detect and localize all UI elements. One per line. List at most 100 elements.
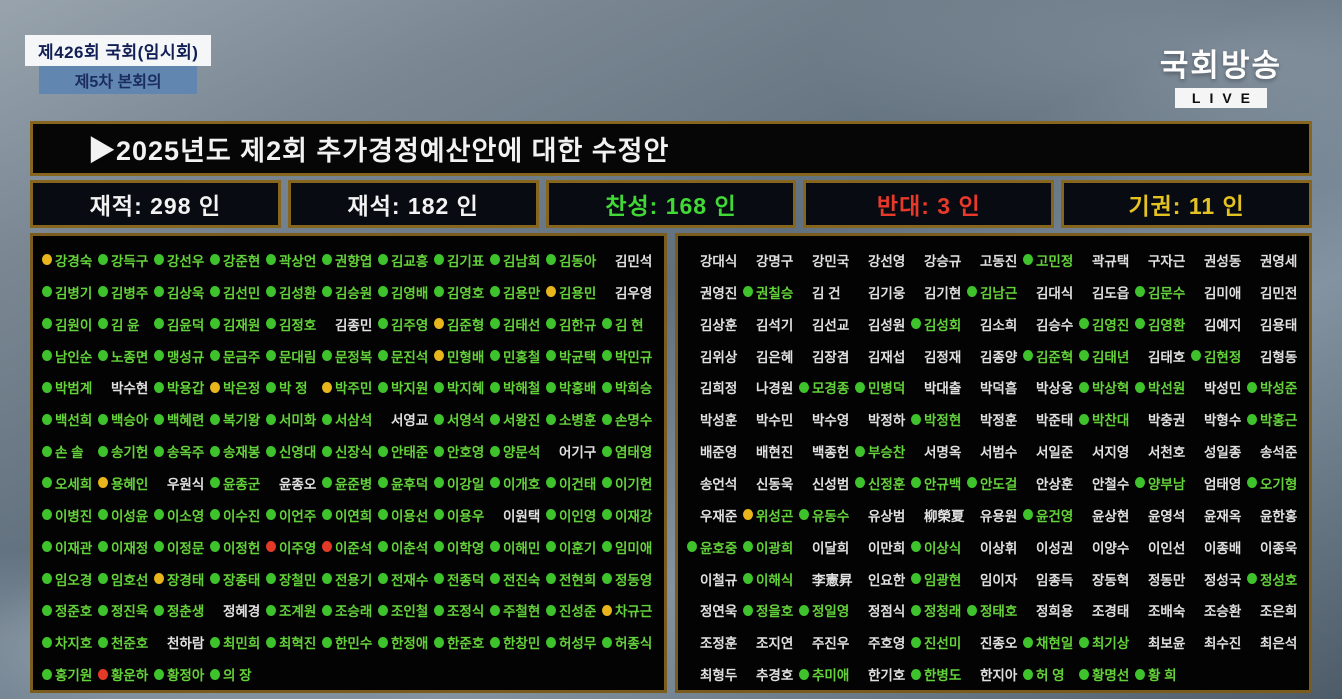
member-vote-cell: 김문수 [1135,282,1191,302]
member-vote-cell: 정춘생 [154,600,210,620]
member-vote-cell: 최기상 [1079,632,1135,652]
vote-dot-yes [1079,413,1089,425]
member-vote-cell: 정일영 [799,600,855,620]
member-name: 김민전 [1260,285,1298,301]
member-name: 박정하 [868,413,906,429]
member-vote-cell: 김원이 [42,314,98,334]
vote-dot-yes [967,477,977,489]
member-name: 강대식 [700,253,738,269]
member-vote-cell: 윤상현 [1079,505,1135,525]
member-name: 박범계 [55,381,93,397]
vote-dot-yes [378,636,388,648]
member-vote-cell: 김준혁 [1023,346,1079,366]
member-vote-cell: 이종배 [1191,537,1247,557]
member-row: 김희정 나경원 모경종 민병덕 박대출 박덕흠 박상웅 박상혁 박선원 박성민 박성준 [687,371,1303,403]
member-name: 유상범 [868,508,906,524]
vote-dot-yes [98,286,108,298]
member-vote-cell: 김선교 [799,314,855,334]
member-name: 문금주 [223,349,261,365]
vote-dot-yes [799,509,809,521]
member-name: 조승래 [335,604,373,620]
member-vote-cell: 최보윤 [1135,632,1191,652]
member-vote-cell: 정태호 [967,600,1023,620]
member-name: 박선원 [1148,381,1186,397]
member-name: 박용갑 [167,381,205,397]
member-name: 박지원 [391,381,429,397]
member-row: 홍기원 황운하 황정아 의 장 [42,658,658,690]
member-vote-cell: 조지연 [743,632,799,652]
member-vote-cell: 우원식 [154,473,210,493]
member-vote-cell: 최혁진 [266,632,322,652]
member-vote-cell: 유상범 [855,505,911,525]
member-name: 손 솔 [55,445,84,461]
member-name: 김기표 [447,253,485,269]
member-vote-cell: 김성환 [266,282,322,302]
member-vote-cell: 김정재 [911,346,967,366]
member-name: 김종양 [980,349,1018,365]
member-name: 최민희 [223,636,261,652]
member-vote-cell: 정을호 [743,600,799,620]
vote-dot-yes [378,477,388,489]
vote-dot-yes [490,477,500,489]
member-name: 안태준 [391,445,429,461]
member-name: 서명옥 [924,445,962,461]
meeting-badge: 제5차 본회의 [39,66,198,94]
member-row: 윤호중 이광희 이달희 이만희 이상식 이상휘 이성권 이양수 이인선 이종배 이종욱 [687,531,1303,563]
member-name: 윤영석 [1148,508,1186,524]
vote-dot-yes [911,477,921,489]
member-vote-cell: 배준영 [687,441,743,461]
member-vote-cell: 엄태영 [1191,473,1247,493]
vote-dot-yes [322,477,332,489]
member-vote-cell: 권영진 [687,282,743,302]
member-vote-cell: 박 정 [266,377,322,397]
member-name: 노종면 [111,349,149,365]
member-row: 김병기 김병주 김상욱 김선민 김성환 김승원 김영배 김영호 김용만 김용민 김우영 [42,276,658,308]
vote-dot-yes [546,350,556,361]
member-vote-cell: 차규근 [602,600,658,620]
member-name: 의 장 [223,668,252,684]
vote-dot-yes [378,254,388,266]
vote-dot-yes [322,604,332,616]
member-vote-cell: 윤후덕 [378,473,434,493]
member-name: 이원택 [503,508,541,524]
member-vote-cell: 강준현 [210,250,266,270]
member-vote-cell: 서왕진 [490,409,546,429]
member-name: 송기헌 [111,445,149,461]
member-vote-cell: 김형동 [1247,346,1303,366]
vote-dot-yes [602,636,612,648]
member-row: 송언석 신동욱 신성범 신정훈 안규백 안도걸 안상훈 안철수 양부남 엄태영 오기형 [687,467,1303,499]
member-vote-cell: 김동아 [546,250,602,270]
vote-dot-yes [546,636,556,648]
member-name: 곽상언 [279,253,317,269]
member-vote-cell: 윤재옥 [1191,505,1247,525]
member-vote-cell: 박수민 [743,409,799,429]
member-vote-cell: 백승아 [98,409,154,429]
member-vote-cell: 조경태 [1079,600,1135,620]
member-vote-cell: 김윤덕 [154,314,210,334]
vote-dot-yes [378,381,388,393]
vote-dot-yes [378,286,388,298]
vote-dot-abstain [743,509,753,521]
vote-dot-yes [434,636,444,648]
member-vote-cell: 김도읍 [1079,282,1135,302]
member-vote-cell: 박준태 [1023,409,1079,429]
member-vote-cell: 서지영 [1079,441,1135,461]
member-name: 김영호 [447,285,485,301]
member-name: 서미화 [279,413,317,429]
member-name: 이강일 [447,476,485,492]
member-name: 안규백 [924,476,962,492]
member-name: 구자근 [1148,253,1186,269]
member-name: 이성윤 [111,508,149,524]
member-vote-cell: 박성훈 [687,409,743,429]
member-vote-cell: 백선희 [42,409,98,429]
member-vote-cell: 한기호 [855,664,911,684]
member-name: 서일준 [1036,445,1074,461]
member-vote-cell: 강득구 [98,250,154,270]
member-vote-cell: 박균택 [546,346,602,366]
member-name: 김 현 [615,317,644,333]
vote-dot-yes [210,573,220,585]
member-name: 박충권 [1148,413,1186,429]
member-row: 우재준 위성곤 유동수 유상범 柳榮夏 유용원 윤건영 윤상현 윤영석 윤재옥 윤한홍 [687,499,1303,531]
member-vote-cell: 김소희 [967,314,1023,334]
vote-dot-abstain [154,573,164,585]
